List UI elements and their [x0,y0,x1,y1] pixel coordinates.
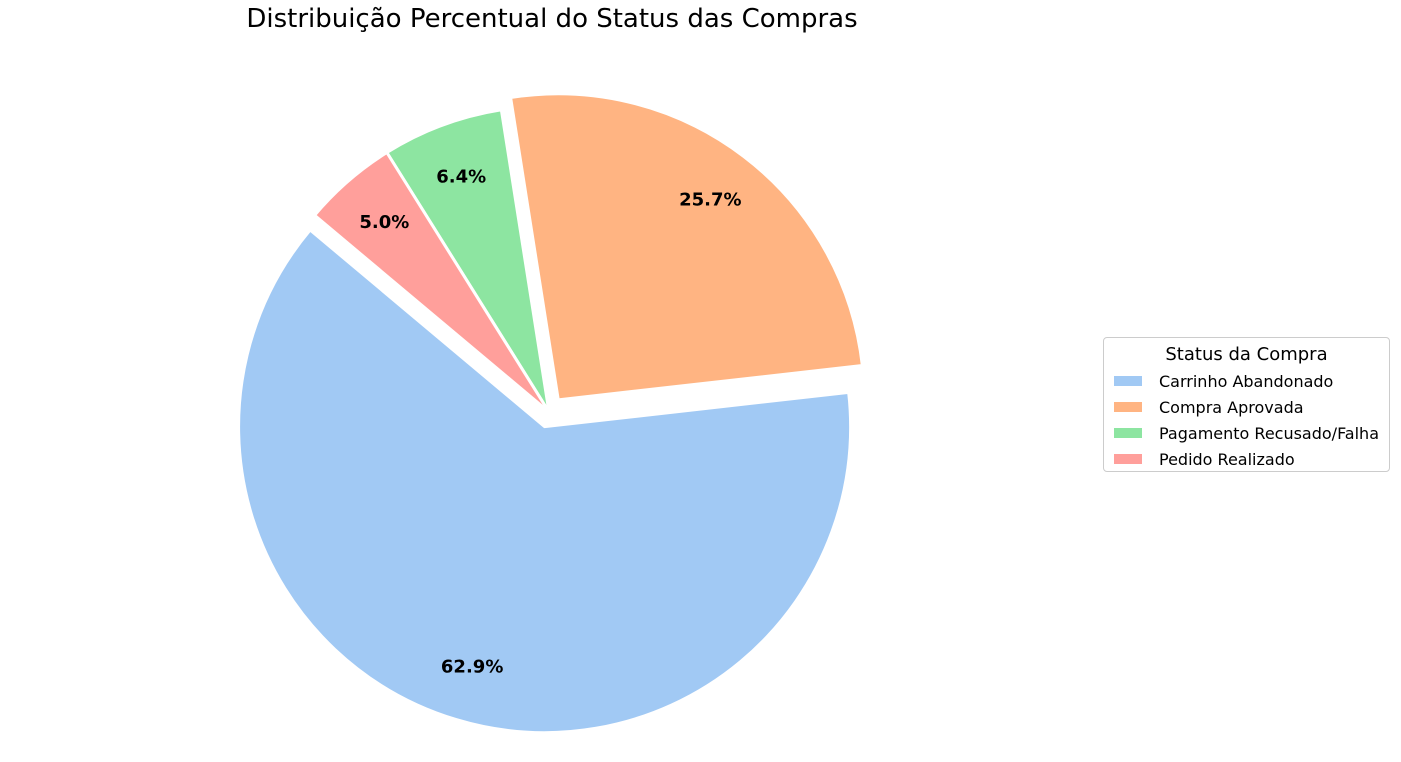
pie-slice-label-1: 25.7% [679,190,741,211]
pie-slice-2 [385,108,551,414]
legend-item-0: Carrinho Abandonado [1112,368,1381,394]
legend-label-1: Compra Aprovada [1159,397,1304,417]
pie-slice-1 [509,92,864,402]
legend-item-3: Pedido Realizado [1112,446,1381,472]
legend-title: Status da Compra [1165,344,1328,365]
pie-slice-label-0: 62.9% [441,656,503,677]
pie-slice-0 [237,228,853,735]
legend-label-2: Pagamento Recusado/Falha [1159,423,1379,443]
legend-swatch-0 [1114,376,1142,386]
legend-item-2: Pagamento Recusado/Falha [1112,420,1381,446]
pie-slice-label-3: 5.0% [359,212,409,233]
pie-chart: 62.9% 25.7% 6.4% 5.0% [237,92,864,735]
legend-label-3: Pedido Realizado [1159,449,1295,469]
legend-item-1: Compra Aprovada [1112,394,1381,420]
legend-swatch-1 [1114,402,1142,412]
legend-swatch-2 [1114,428,1142,438]
pie-slice-label-2: 6.4% [436,166,486,187]
legend-label-0: Carrinho Abandonado [1159,371,1334,391]
legend-items: Carrinho Abandonado Compra Aprovada Pagame… [1112,368,1381,472]
pie-slice-3 [313,150,551,414]
chart-title: Distribuição Percentual do Status das Co… [246,4,858,34]
legend-swatch-3 [1114,454,1142,464]
legend: Status da Compra Carrinho Abandonado Comp… [1103,337,1390,472]
